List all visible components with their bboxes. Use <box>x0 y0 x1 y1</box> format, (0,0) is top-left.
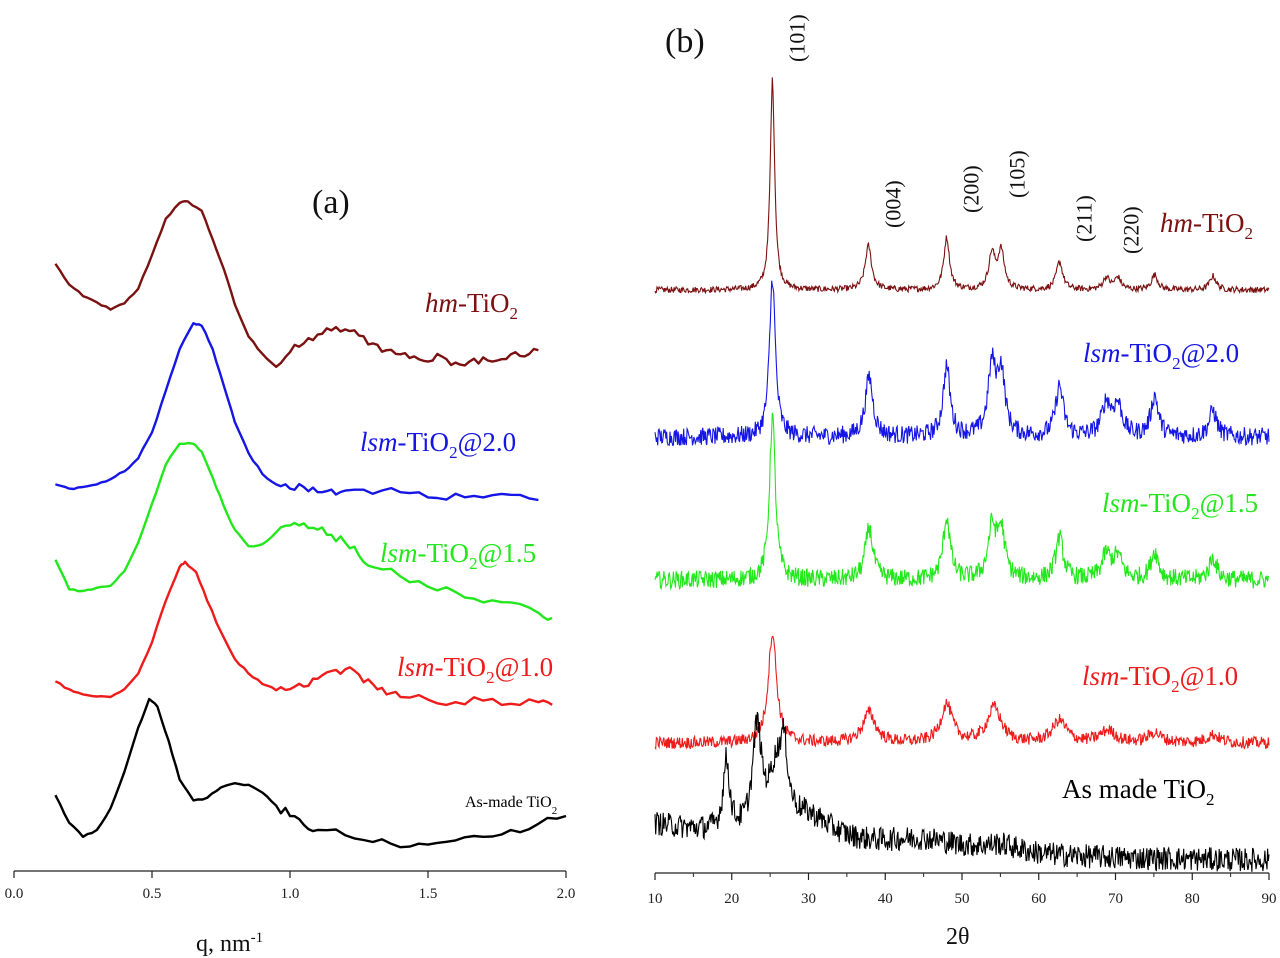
panel-a-label-lsm-tio2-2-0-italic: lsm <box>360 427 398 457</box>
panel-a-label-lsm-tio2-1-0-main: -TiO <box>435 652 487 682</box>
panel-a-label-hm-tio2: hm-TiO2 <box>425 288 518 323</box>
panel-a-series-labels: hm-TiO2lsm-TiO2@2.0lsm-TiO2@1.5lsm-TiO2@… <box>360 288 557 817</box>
panel-b: 10 20 30 40 50 60 70 80 90 hm-TiO2lsm-TiO2@2.0ls… <box>648 14 1277 950</box>
panel-b-label-lsm-tio2-1-5-tail: @1.5 <box>1200 488 1259 518</box>
panel-b-label-hm-tio2-sub: 2 <box>1245 224 1254 243</box>
panel-b-x-tick-label: 90 <box>1262 891 1277 907</box>
panel-b-line-hm-tio2 <box>654 77 1270 295</box>
panel-a-label-lsm-tio2-1-0-italic: lsm <box>397 652 435 682</box>
panel-b-x-tick-label: 20 <box>724 891 739 907</box>
panel-b-label-hm-tio2: hm-TiO2 <box>1160 208 1253 243</box>
panel-b-label-lsm-tio2-2-0-tail: @2.0 <box>1181 338 1240 368</box>
panel-a-ticks: 0.0 0.5 1.0 1.5 2.0 <box>5 871 576 902</box>
panel-b-series-labels: hm-TiO2lsm-TiO2@2.0lsm-TiO2@1.5lsm-TiO2@… <box>1062 208 1258 809</box>
panel-a-x-tick-label: 2.0 <box>557 886 576 902</box>
panel-a-label-lsm-tio2-1-0-sub: 2 <box>486 668 495 687</box>
panel-a-label-lsm-tio2-1-5: lsm-TiO2@1.5 <box>380 538 536 573</box>
panel-b-x-tick-label: 30 <box>801 891 816 907</box>
panel-b-x-axis-title: 2θ <box>946 924 970 950</box>
panel-a-label-lsm-tio2-2-0-tail: @2.0 <box>458 427 517 457</box>
panel-a-series <box>54 200 567 849</box>
panel-a-label-lsm-tio2-1-5-sub: 2 <box>469 554 478 573</box>
panel-b-line-as-made-tio2 <box>654 711 1270 872</box>
panel-b-plane-labels: (101) (004) (200) (105) (211) (220) <box>784 14 1143 254</box>
plane-label-004: (004) <box>880 180 905 228</box>
panel-a-label-hm-tio2-main: -TiO <box>458 288 510 318</box>
plane-label-105: (105) <box>1005 150 1030 198</box>
panel-b-label-lsm-tio2-1-5-main: -TiO <box>1140 488 1192 518</box>
panel-a-label-as-made-tio2: As-made TiO2 <box>465 794 557 817</box>
panel-a-label-lsm-tio2-1-5-main: -TiO <box>418 538 470 568</box>
panel-b-label-lsm-tio2-2-0-italic: lsm <box>1083 338 1121 368</box>
panel-b-series <box>654 77 1270 872</box>
panel-b-label-lsm-tio2-1-0-main: -TiO <box>1120 661 1172 691</box>
panel-a-line-lsm-tio2-1-5 <box>54 441 553 621</box>
panel-b-label-as-made-tio2-sub: 2 <box>1206 790 1215 809</box>
panel-b-line-lsm-tio2-1-5 <box>654 412 1270 591</box>
panel-a-label-as-made-tio2-main: As-made TiO <box>465 794 552 811</box>
panel-a-label-lsm-tio2-1-5-italic: lsm <box>380 538 418 568</box>
panel-b-x-tick-label: 50 <box>955 891 970 907</box>
panel-a-x-tick-label: 1.5 <box>419 886 438 902</box>
panel-a-label-lsm-tio2-2-0-main: -TiO <box>398 427 450 457</box>
panel-b-label-as-made-tio2-main: As made TiO <box>1062 774 1206 804</box>
panel-b-ticks: 10 20 30 40 50 60 70 80 90 <box>648 873 1277 907</box>
panel-a-line-as-made-tio2 <box>54 697 567 849</box>
panel-b-label-lsm-tio2-2-0-sub: 2 <box>1172 354 1181 373</box>
panel-a-line-lsm-tio2-2-0 <box>55 322 539 502</box>
panel-b-label-lsm-tio2-1-5: lsm-TiO2@1.5 <box>1102 488 1258 523</box>
panel-a-x-axis-title-sup: -1 <box>251 930 264 946</box>
panel-a-line-hm-tio2 <box>54 200 539 368</box>
panel-b-label-lsm-tio2-1-0-italic: lsm <box>1082 661 1120 691</box>
panel-b-label-lsm-tio2-1-0-tail: @1.0 <box>1180 661 1239 691</box>
panel-b-label-lsm-tio2-1-5-italic: lsm <box>1102 488 1140 518</box>
panel-b-line-lsm-tio2-2-0 <box>654 280 1270 447</box>
panel-b-x-tick-label: 70 <box>1108 891 1123 907</box>
panel-b-x-tick-label: 40 <box>878 891 893 907</box>
panel-a-label-lsm-tio2-2-0-sub: 2 <box>449 443 458 462</box>
panel-b-label-lsm-tio2-2-0-main: -TiO <box>1121 338 1173 368</box>
panel-a-x-axis-title-text: q, nm <box>196 931 251 957</box>
panel-a-label-hm-tio2-sub: 2 <box>510 304 519 323</box>
panel-b-x-tick-label: 10 <box>648 891 663 907</box>
panel-a: 0.0 0.5 1.0 1.5 2.0 hm-TiO2lsm-TiO2@2.0lsm-T… <box>5 184 576 957</box>
panel-a-x-tick-label: 0.5 <box>143 886 162 902</box>
panel-a-line-lsm-tio2-1-0 <box>54 560 553 707</box>
panel-b-label: (b) <box>665 23 705 60</box>
panel-a-label-hm-tio2-italic: hm <box>425 288 458 318</box>
plane-label-101: (101) <box>784 14 809 62</box>
panel-b-label-hm-tio2-italic: hm <box>1160 208 1193 238</box>
panel-a-x-tick-label: 0.0 <box>5 886 24 902</box>
panel-a-label: (a) <box>312 184 350 221</box>
panel-b-label-as-made-tio2: As made TiO2 <box>1062 774 1215 809</box>
panel-a-label-lsm-tio2-1-0: lsm-TiO2@1.0 <box>397 652 553 687</box>
panel-b-x-tick-label: 80 <box>1185 891 1200 907</box>
panel-a-label-lsm-tio2-1-0-tail: @1.0 <box>495 652 554 682</box>
panel-b-label-lsm-tio2-2-0: lsm-TiO2@2.0 <box>1083 338 1239 373</box>
plane-label-200: (200) <box>959 165 984 213</box>
panel-a-x-tick-label: 1.0 <box>281 886 300 902</box>
plane-label-211: (211) <box>1071 195 1096 242</box>
panel-b-label-lsm-tio2-1-5-sub: 2 <box>1191 504 1200 523</box>
panel-b-label-hm-tio2-main: -TiO <box>1193 208 1245 238</box>
panel-a-label-lsm-tio2-2-0: lsm-TiO2@2.0 <box>360 427 516 462</box>
panel-b-x-tick-label: 60 <box>1031 891 1046 907</box>
panel-b-label-lsm-tio2-1-0-sub: 2 <box>1171 677 1180 696</box>
panel-a-label-as-made-tio2-sub: 2 <box>552 805 558 817</box>
panel-a-x-axis-title: q, nm-1 <box>196 930 263 957</box>
panel-a-label-lsm-tio2-1-5-tail: @1.5 <box>478 538 537 568</box>
plane-label-220: (220) <box>1118 206 1143 254</box>
panel-b-label-lsm-tio2-1-0: lsm-TiO2@1.0 <box>1082 661 1238 696</box>
